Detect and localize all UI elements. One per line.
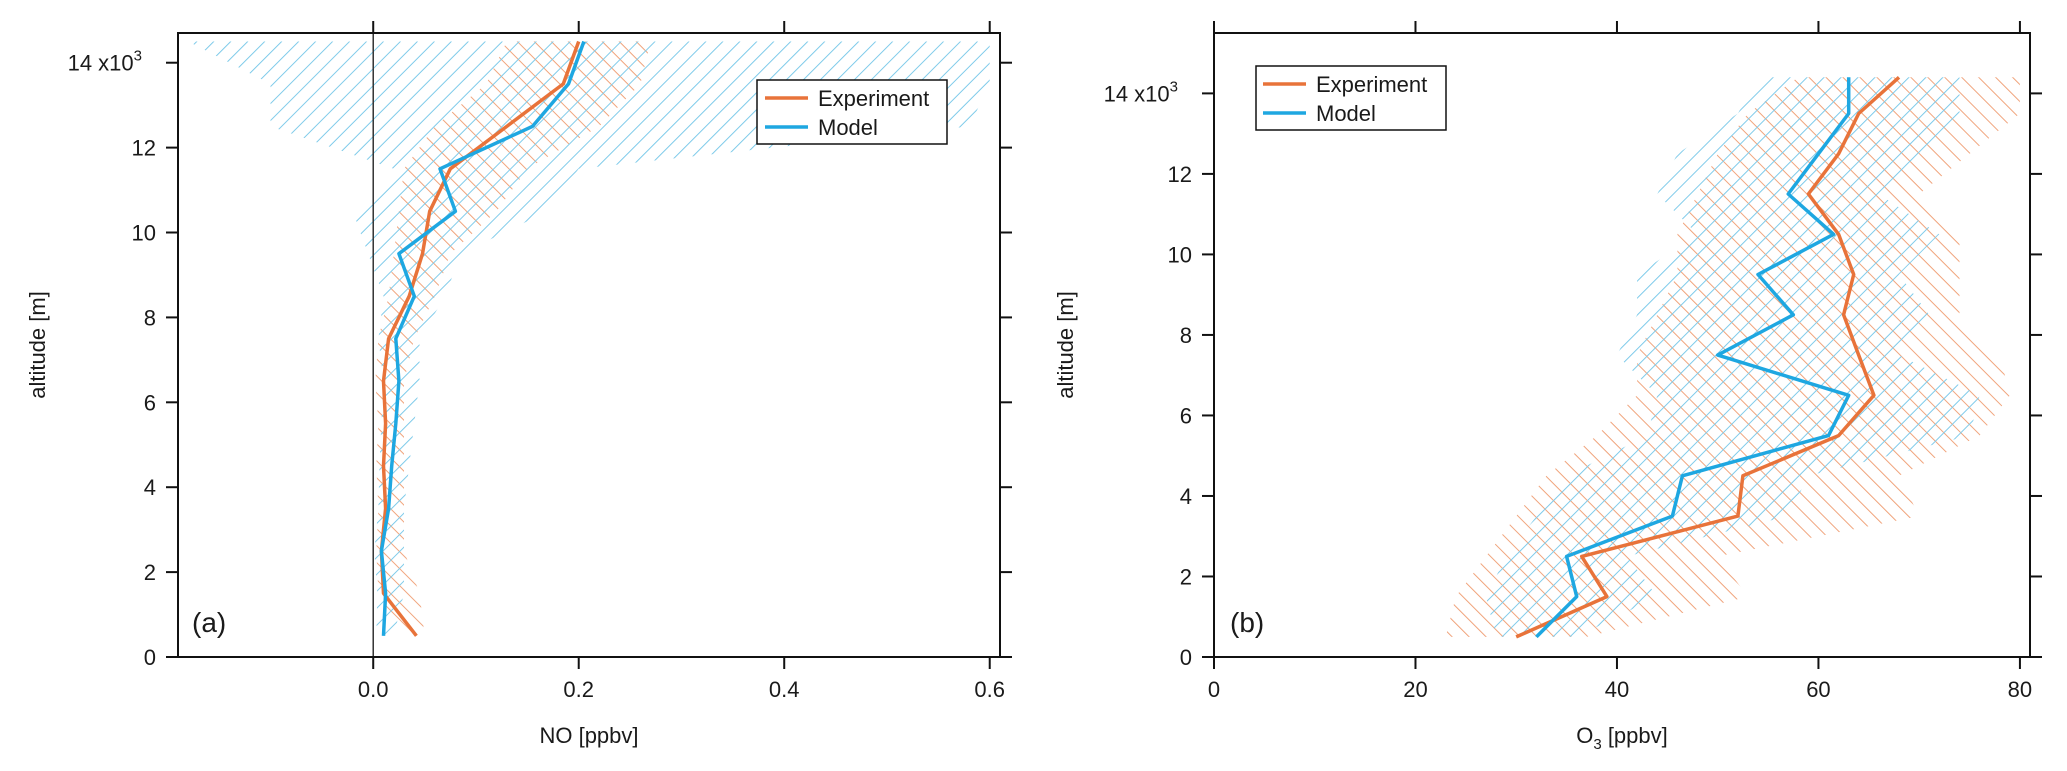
model-line-a	[379, 40, 586, 636]
model-band-b	[1486, 77, 1980, 637]
legend-label-model-b: Model	[1316, 101, 1376, 126]
y-tick-label: 2	[1180, 564, 1192, 589]
y-tick-label: 2	[144, 560, 156, 585]
y-tick-label: 4	[1180, 484, 1192, 509]
x-tick-label: 0.2	[563, 677, 594, 702]
x-tick-label: 0.4	[769, 677, 800, 702]
x-tick-label: 20	[1403, 677, 1427, 702]
legend-a: Experiment Model	[756, 79, 948, 145]
y-tick-label: 4	[144, 475, 156, 500]
y-tick-label: 12	[1168, 162, 1192, 187]
x-axis-ticks-b: 0 20 40 60 80	[1208, 21, 2032, 702]
y-tick-label: 10	[1168, 242, 1192, 267]
x-axis-ticks-a: 0.0 0.2 0.4 0.6	[358, 21, 1005, 702]
x-tick-label: 40	[1605, 677, 1629, 702]
y-tick-label: 0	[1180, 645, 1192, 670]
y-axis-ticks-b: 0 2 4 6 8 10 12 14 x103	[1104, 78, 2042, 670]
y-tick-label: 14 x103	[68, 48, 142, 76]
x-tick-label: 0.6	[974, 677, 1005, 702]
panel-label-a: (a)	[192, 607, 226, 638]
legend-label-model-a: Model	[818, 115, 878, 140]
model-line-b	[1535, 77, 1851, 639]
y-tick-label: 10	[132, 221, 156, 246]
y-tick-label: 8	[1180, 323, 1192, 348]
legend-box-b	[1255, 65, 1447, 131]
x-axis-label-b-unit: [ppbv]	[1602, 723, 1668, 748]
y-tick-label: 14 x103	[1104, 78, 1178, 106]
y-tick-label: 6	[1180, 403, 1192, 428]
legend-label-experiment-b: Experiment	[1316, 72, 1427, 97]
y-tick-label: 6	[144, 390, 156, 415]
x-tick-label: 60	[1806, 677, 1830, 702]
x-axis-label-a: NO [ppbv]	[539, 723, 638, 748]
y-axis-label-b: altitude [m]	[1053, 291, 1078, 399]
y-tick-label: 8	[144, 305, 156, 330]
y-tick-label: 0	[144, 645, 156, 670]
y-axis-label-a: altitude [m]	[25, 291, 50, 399]
plot-frame-b	[1213, 32, 2031, 658]
legend-box-a	[756, 79, 948, 145]
uncertainty-bands-b	[1445, 77, 2020, 637]
legend-label-experiment-a: Experiment	[818, 86, 929, 111]
x-tick-label: 0.0	[358, 677, 389, 702]
y-tick-exponent: 3	[134, 48, 142, 65]
y-axis-ticks-a: 0 2 4 6 8 10 12 14 x103	[68, 48, 1012, 670]
y-tick-exponent: 3	[1170, 78, 1178, 95]
x-axis-label-b: O3 [ppbv]	[1576, 723, 1668, 753]
x-tick-label: 80	[2008, 677, 2032, 702]
legend-b: Experiment Model	[1255, 65, 1447, 131]
experiment-line-b	[1515, 75, 1901, 639]
x-tick-label: 0	[1208, 677, 1220, 702]
x-axis-label-b-sub: 3	[1593, 736, 1601, 753]
plot-frame-a	[177, 32, 1001, 658]
panel-label-b: (b)	[1230, 607, 1264, 638]
x-axis-label-b-main: O	[1576, 723, 1593, 748]
y-tick-label: 12	[132, 136, 156, 161]
